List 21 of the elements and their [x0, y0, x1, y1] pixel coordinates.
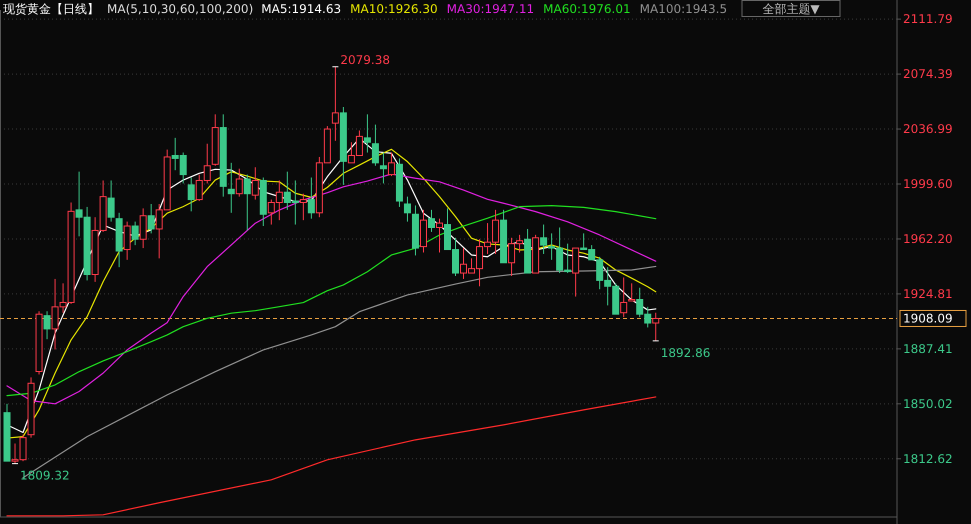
ref-line-label: 1908.09: [903, 311, 953, 326]
text: 1892.86: [660, 346, 710, 360]
y-tick-label: 2036.99: [903, 122, 953, 136]
y-tick-label: 1812.62: [903, 452, 953, 466]
annotation: 2079.38: [340, 52, 390, 67]
text: MA5:1914.63: [261, 2, 342, 16]
y-tick-label: 1999.60: [903, 176, 953, 191]
annotation: 1809.32: [20, 468, 70, 483]
text: 全部主题▼: [762, 2, 820, 16]
chart-subtitle: MA(5,10,30,60,100,200): [107, 2, 254, 16]
y-tick-label: 1887.41: [903, 342, 953, 356]
text: MA30:1947.11: [446, 2, 534, 16]
text: MA100:1943.5: [640, 2, 728, 16]
y-tick-label: 2111.79: [903, 12, 953, 26]
y-tick-label: 2074.39: [903, 67, 953, 82]
chart-title: 现货黄金【日线】: [3, 2, 99, 16]
text: MA10:1926.30: [350, 2, 438, 16]
y-tick-label: 1962.20: [903, 232, 953, 246]
y-tick-label: 1924.81: [903, 286, 953, 301]
text: MA60:1976.01: [543, 2, 631, 16]
y-tick-label: 1850.02: [903, 396, 953, 411]
